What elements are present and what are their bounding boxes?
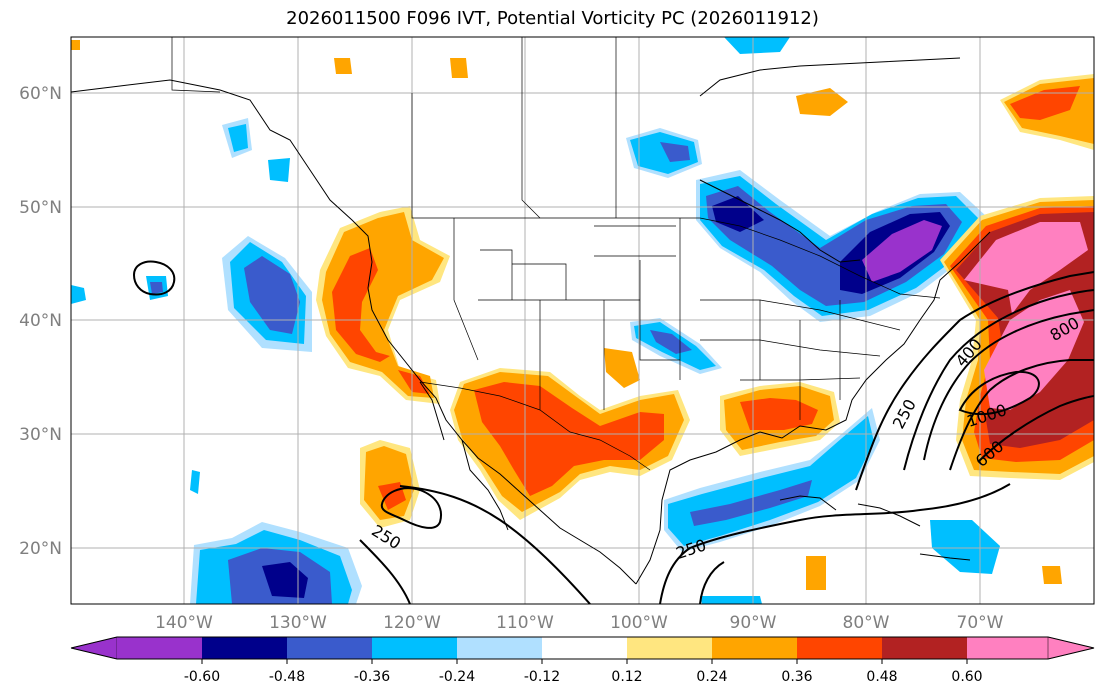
- lon-label: 140°W: [155, 613, 213, 633]
- lon-label: 130°W: [269, 613, 327, 633]
- colorbar-tick-label: 0.60: [951, 669, 982, 685]
- lat-label: 30°N: [19, 425, 62, 445]
- map-frame: [70, 36, 1095, 605]
- colorbar-segment: [882, 637, 967, 659]
- colorbar-tick-label: 0.48: [866, 669, 897, 685]
- colorbar-segment: [457, 637, 542, 659]
- colorbar-segment: [372, 637, 457, 659]
- lat-label: 50°N: [19, 198, 62, 218]
- colorbar-tick-label: -0.60: [184, 669, 220, 685]
- longitude-labels: 140°W 130°W 120°W 110°W 100°W 90°W 80°W …: [155, 613, 1004, 633]
- coastlines: [71, 57, 991, 585]
- lon-label: 100°W: [610, 613, 668, 633]
- colorbar-tick-label: -0.48: [269, 669, 305, 685]
- colorbar-tick-label: -0.24: [439, 669, 475, 685]
- colorbar-segment: [1047, 636, 1095, 660]
- borders: [171, 37, 941, 471]
- lat-label: 60°N: [19, 84, 62, 104]
- latitude-labels: 60°N 50°N 40°N 30°N 20°N: [19, 84, 62, 559]
- gridlines: [71, 37, 1094, 604]
- colorbar-segment: [627, 637, 712, 659]
- colorbar-segment: [797, 637, 882, 659]
- lon-label: 120°W: [383, 613, 441, 633]
- colorbar-tick-label: 0.36: [781, 669, 812, 685]
- colorbar-segment: [542, 637, 627, 659]
- lon-label: 70°W: [957, 613, 1004, 633]
- colorbar-segment: [202, 637, 287, 659]
- colorbar-tick-label: 0.24: [696, 669, 727, 685]
- colorbar-segment: [287, 637, 372, 659]
- lat-label: 40°N: [19, 311, 62, 331]
- colorbar: -0.60 -0.48 -0.36 -0.24 -0.12 0.12 0.24 …: [70, 636, 1095, 685]
- colorbar-segment: [117, 637, 202, 659]
- colorbar-segment: [967, 637, 1048, 659]
- colorbar-tick-label: 0.12: [611, 669, 642, 685]
- colorbar-tick-label: -0.36: [354, 669, 390, 685]
- colorbar-segment: [712, 637, 797, 659]
- ivt-contours: [132, 260, 1094, 604]
- lon-label: 80°W: [843, 613, 890, 633]
- colorbar-tick-label: -0.12: [524, 669, 560, 685]
- colorbar-segment: [70, 636, 118, 660]
- lon-label: 110°W: [496, 613, 554, 633]
- lat-label: 20°N: [19, 539, 62, 559]
- lon-label: 90°W: [730, 613, 777, 633]
- map-title: 2026011500 F096 IVT, Potential Vorticity…: [286, 8, 819, 29]
